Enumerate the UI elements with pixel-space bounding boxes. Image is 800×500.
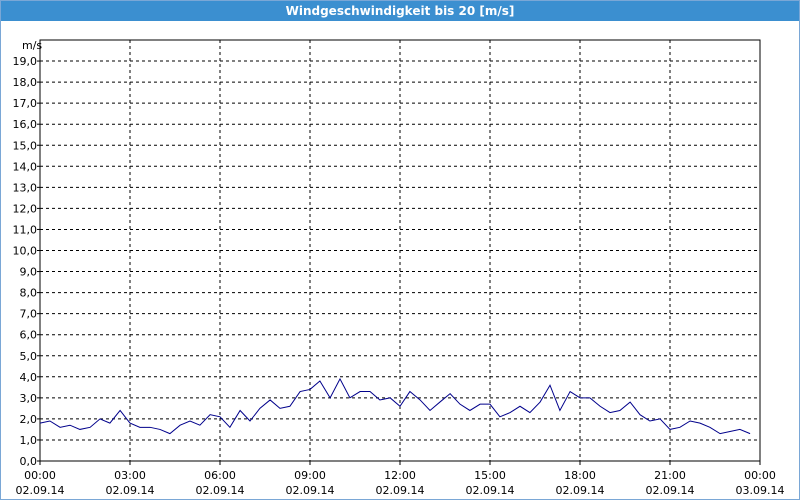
x-tick-date: 02.09.14	[466, 484, 515, 497]
x-tick-label: 09:00	[294, 469, 326, 482]
y-tick-label: 9,0	[20, 266, 38, 279]
x-tick-label: 03:00	[114, 469, 146, 482]
y-tick-label: 18,0	[13, 76, 38, 89]
y-tick-label: 6,0	[20, 329, 38, 342]
x-tick-date: 02.09.14	[286, 484, 335, 497]
x-tick-label: 06:00	[204, 469, 236, 482]
y-tick-label: 14,0	[13, 160, 38, 173]
x-tick-date: 02.09.14	[556, 484, 605, 497]
x-tick-date: 02.09.14	[16, 484, 65, 497]
y-tick-label: 19,0	[13, 55, 38, 68]
y-tick-label: 13,0	[13, 181, 38, 194]
x-tick-date: 02.09.14	[106, 484, 155, 497]
y-tick-label: 8,0	[20, 287, 38, 300]
y-tick-label: 11,0	[13, 223, 38, 236]
y-tick-label: 1,0	[20, 434, 38, 447]
x-tick-label: 18:00	[564, 469, 596, 482]
title-bar: Windgeschwindigkeit bis 20 [m/s]	[1, 1, 799, 21]
y-tick-label: 16,0	[13, 118, 38, 131]
y-axis-label: m/s	[22, 39, 42, 52]
y-tick-label: 15,0	[13, 139, 38, 152]
y-tick-label: 12,0	[13, 202, 38, 215]
x-tick-label: 12:00	[384, 469, 416, 482]
y-tick-label: 0,0	[20, 455, 38, 468]
y-tick-label: 2,0	[20, 413, 38, 426]
y-tick-label: 5,0	[20, 350, 38, 363]
x-tick-date: 03.09.14	[736, 484, 785, 497]
x-tick-date: 02.09.14	[376, 484, 425, 497]
y-tick-label: 3,0	[20, 392, 38, 405]
y-tick-label: 4,0	[20, 371, 38, 384]
y-tick-label: 7,0	[20, 308, 38, 321]
x-tick-label: 15:00	[474, 469, 506, 482]
x-tick-date: 02.09.14	[196, 484, 245, 497]
x-tick-date: 02.09.14	[646, 484, 695, 497]
y-tick-label: 10,0	[13, 245, 38, 258]
y-tick-label: 17,0	[13, 97, 38, 110]
data-line	[39, 377, 751, 435]
plot-frame	[39, 39, 761, 462]
x-tick-label: 21:00	[654, 469, 686, 482]
x-tick-label: 00:00	[744, 469, 776, 482]
x-tick-label: 00:00	[24, 469, 56, 482]
